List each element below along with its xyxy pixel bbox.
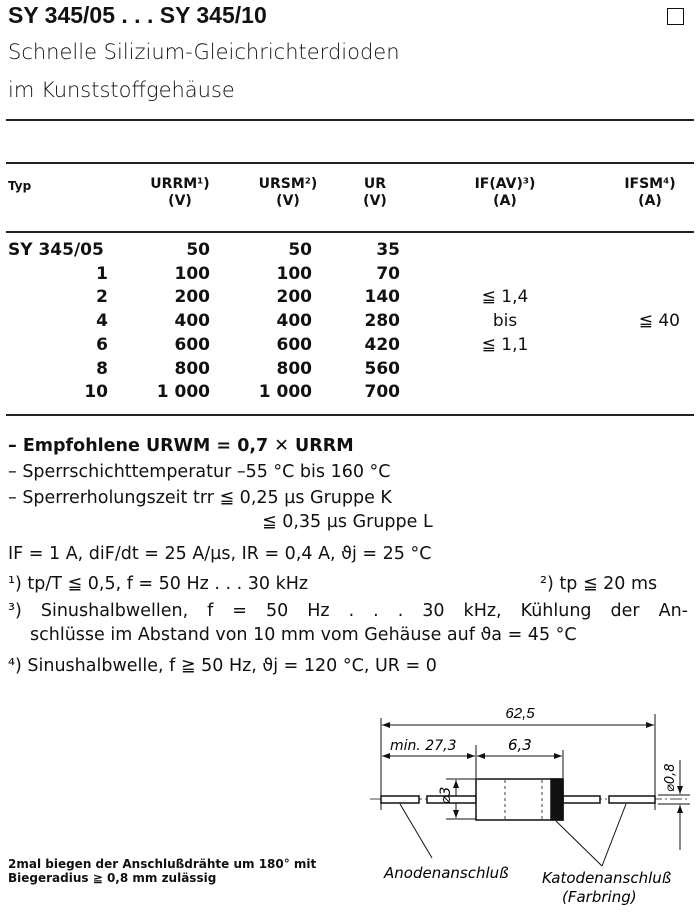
col-unit: (V) [276,193,300,209]
cathode-label: Katodenanschluß [542,869,671,887]
cell-typ: 6 [96,334,108,355]
footnote-3: ³) Sinushalbwellen, f = 50 Hz . . . 30 k… [8,601,688,621]
cell-ursm: 100 [276,263,313,284]
cell-typ: 4 [96,311,108,332]
cell-urrm: 600 [174,334,211,355]
col-unit: (V) [363,193,387,209]
cell-urrm: 800 [174,358,211,379]
col-label: IFSM⁴) [624,176,676,192]
cell-ursm: 50 [288,240,312,260]
note-urwm: – Empfohlene URWM = 0,7 ✕ URRM [8,436,354,456]
cell-ur: 420 [364,334,401,355]
page-title: SY 345/05 . . . SY 345/10 [8,2,267,28]
col-unit: (A) [493,193,517,209]
cell-ursm: 400 [276,311,313,332]
dimension-drawing: 62,5 min. 27,3 6,3 ⌀3 ⌀0,8 Anodenanschlu… [370,705,690,906]
dim-lead-diameter-label: ⌀0,8 [663,763,678,792]
color-ring [550,778,564,821]
dim-lead-label: min. 27,3 [390,738,456,754]
note-recovery-l: ≦ 0,35 µs Gruppe L [262,512,433,532]
col-header-ur: UR (V) [355,176,395,210]
cell-ur: 70 [376,263,400,284]
col-label: IF(AV)³) [474,176,536,192]
diode-body [475,778,564,821]
subtitle-line-1: Schnelle Silizium-Gleichrichterdioden [8,40,400,64]
divider [6,162,694,164]
col-unit: (A) [638,193,662,209]
cell-urrm: 200 [174,287,211,308]
col-header-typ: Typ [8,179,32,193]
col-label: URSM²) [258,176,318,192]
dim-total-label: 62,5 [505,705,535,722]
col-header-urrm: URRM¹) (V) [140,176,220,210]
ifav-max: ≦ 1,4 [481,287,529,307]
bend-note: 2mal biegen der Anschlußdrähte um 180° m… [8,857,317,885]
cell-urrm: 50 [186,240,210,260]
col-label: URRM¹) [150,176,210,192]
footnote-2: ²) tp ≦ 20 ms [540,574,658,594]
col-unit: (V) [168,193,192,209]
cathode-sublabel: (Farbring) [562,888,637,906]
col-header-ursm: URSM²) (V) [248,176,328,210]
cell-ursm: 200 [276,287,313,308]
col-header-ifsm: IFSM⁴) (A) [610,176,690,210]
anode-label: Anodenanschluß [383,864,509,882]
divider [6,119,694,121]
subtitle-line-2: im Kunststoffgehäuse [8,78,235,102]
note-recovery-k: – Sperrerholungszeit trr ≦ 0,25 µs Grupp… [8,488,392,508]
lead-anode [380,795,420,804]
lead-cathode [608,795,656,804]
cell-ur: 35 [376,240,400,260]
cell-typ: 2 [96,287,108,308]
cell-typ: SY 345/05 [8,240,104,260]
checkbox[interactable] [667,8,684,25]
divider [6,414,694,416]
cell-typ: 10 [84,382,108,403]
cell-ur: 280 [364,311,401,332]
cell-ursm: 800 [276,358,313,379]
ifsm-value: ≦ 40 [638,311,680,331]
ifav-min: ≦ 1,1 [481,335,529,355]
footnote-4: ⁴) Sinushalbwelle, f ≧ 50 Hz, ϑj = 120 °… [8,656,437,676]
cell-ursm: 600 [276,334,313,355]
lead-cathode-inner [562,795,601,804]
cell-urrm: 1 000 [156,382,210,403]
footnote-1: ¹) tp/T ≦ 0,5, f = 50 Hz . . . 30 kHz [8,574,309,594]
cell-ursm: 1 000 [258,382,312,403]
cell-typ: 1 [96,263,108,284]
dim-diameter-label: ⌀3 [438,787,454,804]
col-header-ifav: IF(AV)³) (A) [455,176,555,210]
footnote-3-cont: schlüsse im Abstand von 10 mm vom Gehäus… [30,625,577,645]
note-temperature: – Sperrschichttemperatur –55 °C bis 160 … [8,462,391,482]
note-conditions: IF = 1 A, diF/dt = 25 A/µs, IR = 0,4 A, … [8,544,432,564]
cell-urrm: 100 [174,263,211,284]
col-label: UR [363,176,387,192]
divider [6,231,694,233]
cell-ur: 140 [364,287,401,308]
dim-body-label: 6,3 [508,736,532,754]
cell-ur: 700 [364,382,401,403]
cell-typ: 8 [96,358,108,379]
cell-urrm: 400 [174,311,211,332]
ifav-bis: bis [492,311,518,331]
cell-ur: 560 [364,358,401,379]
